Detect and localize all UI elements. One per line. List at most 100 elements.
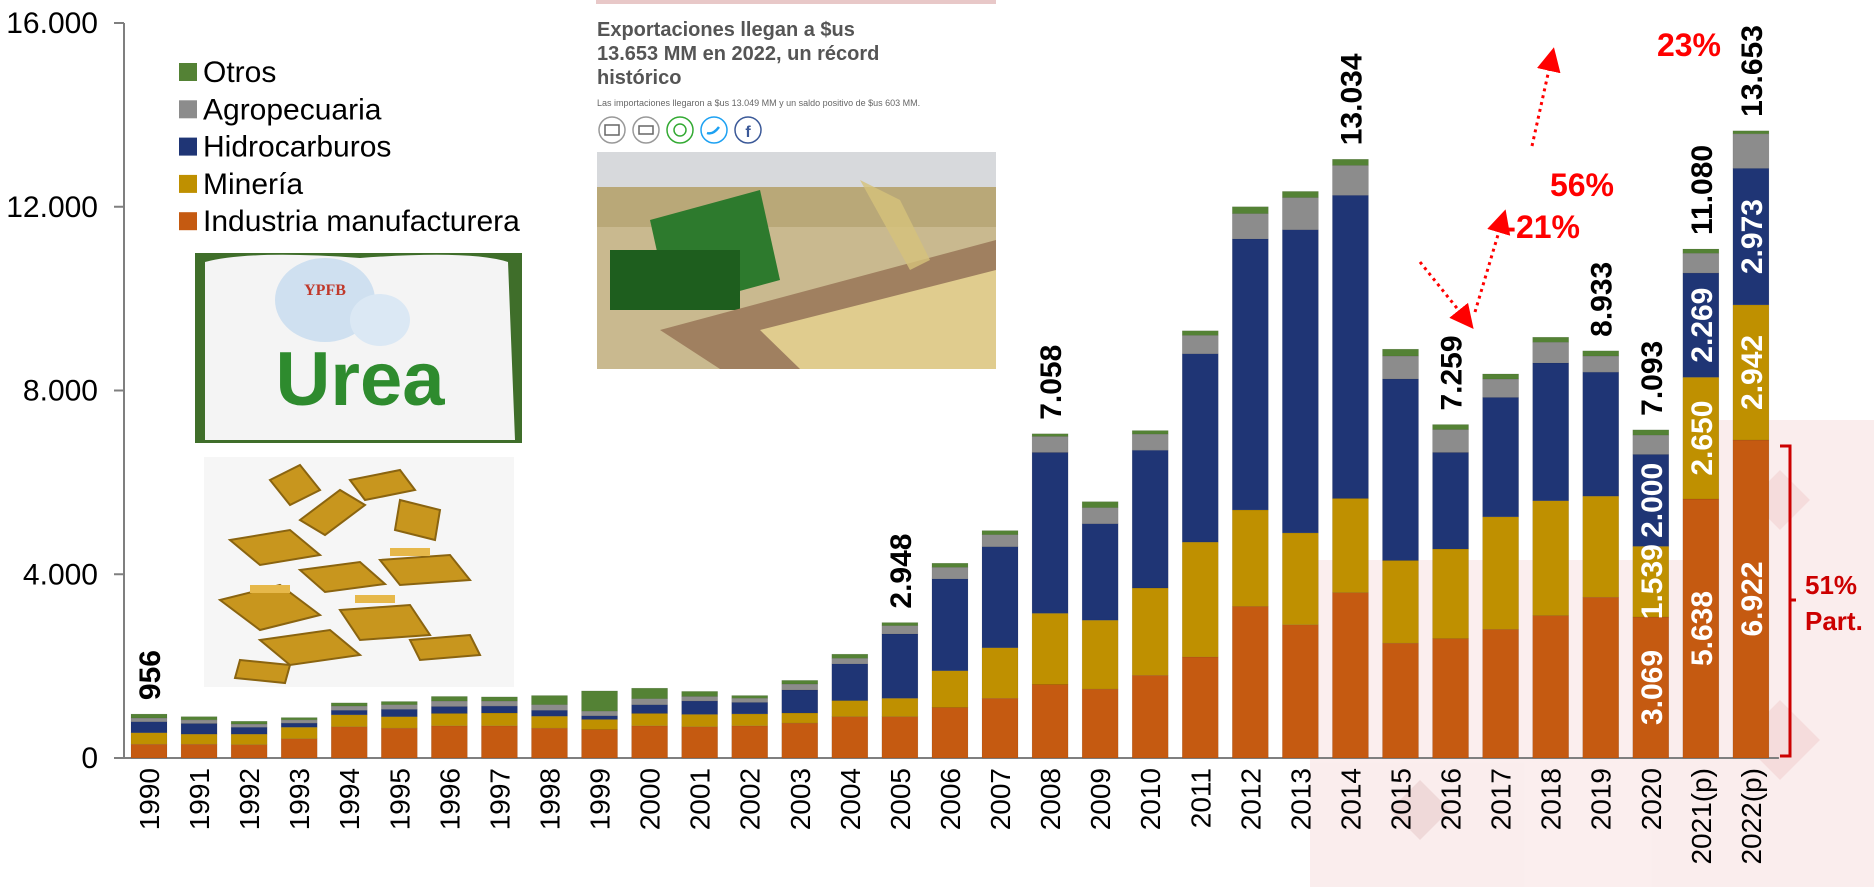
bar-segment [1432,452,1469,550]
bar-segment [681,696,718,702]
x-tick-label: 2003 [785,768,816,830]
total-label: 11.080 [1686,145,1719,235]
bar-segment [1582,596,1619,759]
bar-segment [981,534,1019,547]
x-tick-label: 2013 [1285,768,1316,830]
bar-segment [981,530,1019,535]
bar-segment [781,683,819,691]
bar-segment [180,733,218,745]
bar-segment [1332,195,1369,499]
legend-swatch [179,63,197,81]
growth-arrow [1530,47,1561,147]
bar-segment [1182,541,1219,658]
bar-segment [1732,439,1770,759]
x-tick-label: 2008 [1035,768,1066,830]
total-label: 13.653 [1736,25,1769,117]
bar-segment [531,715,568,729]
bar-segment [230,733,268,745]
bar-segment [581,719,618,730]
legend-label: Agropecuaria [203,93,382,126]
y-tick-label: 12.000 [6,191,98,224]
bar-segment [1532,615,1569,759]
bar-segment [881,622,919,626]
bar-segment [1081,523,1119,621]
bar-segment [681,726,718,759]
bar-segment [1632,546,1670,618]
facebook-icon[interactable]: f [734,116,762,144]
x-tick-label: 1995 [384,768,415,830]
x-tick-label: 1998 [534,768,565,830]
bar-segment [1182,330,1219,336]
bar-segment [1382,348,1419,357]
bar-segment [1432,424,1469,430]
bar-segment [1432,548,1469,639]
bar-segment [431,700,468,707]
bar-segment [831,658,869,665]
bar-segment [280,726,318,739]
legend-label: Hidrocarburos [203,131,391,164]
x-tick-label: 2007 [985,768,1016,830]
bar-segment [531,727,568,759]
y-tick-label: 16.000 [6,7,98,40]
bar-segment [130,743,168,759]
bar-segment [931,562,969,568]
bar-segment [1382,355,1419,380]
x-tick-label: 2021(p) [1686,768,1717,865]
ypfb-logo-text: YPFB [304,282,346,299]
bar-segment [1131,430,1169,435]
data-labels: 956 2.948 7.058 13.034 7.259 8.933 7.093 11.080… [134,25,1769,725]
x-tick-label: 2015 [1386,768,1417,830]
bar-segment [731,695,768,699]
bar-segment [330,709,368,716]
bar-segment [1682,253,1720,274]
bar-segment [831,716,869,759]
urea-bag-image: YPFB Urea [195,253,522,443]
bar-segment [1031,452,1069,614]
harvest-photo [597,152,996,369]
bar-segment [1031,436,1069,453]
bar-segment [381,704,418,710]
x-tick-label: 1992 [234,768,265,830]
x-tick-label: 2014 [1335,768,1366,830]
bar-segment [180,723,218,735]
bar-segment [1232,606,1269,759]
bar-segment [1582,495,1619,598]
whatsapp-icon[interactable] [666,116,694,144]
bar-segment [1482,629,1519,759]
segment-label: 1.539 [1636,544,1669,619]
legend: Otros Agropecuaria Hidrocarburos Minería Ind… [179,56,520,238]
bar-segment [1182,335,1219,354]
segment-label: 2.973 [1736,199,1769,274]
bar-segment [481,700,518,707]
bar-segment [781,680,819,685]
bar-segment [1332,165,1369,196]
print-icon[interactable] [632,116,660,144]
bar-segment [981,647,1019,699]
bar-segment [431,725,468,759]
twitter-icon[interactable] [700,116,728,144]
bar-segment [1282,197,1319,230]
bar-segment [631,687,668,699]
x-tick-label: 1994 [334,768,365,830]
bar-segment [1182,656,1219,759]
legend-swatch [179,174,197,193]
bar-segment [731,725,768,759]
email-icon[interactable] [598,116,626,144]
x-tick-label: 2010 [1135,768,1166,830]
bar-segment [1582,350,1619,357]
bar-segment [381,727,418,759]
bar-segment [1131,433,1169,451]
bar-segment [1582,371,1619,497]
segment-label: 6.922 [1736,561,1769,636]
total-label: 13.034 [1335,53,1368,145]
x-tick-label: 1990 [134,768,165,830]
x-tick-label: 2019 [1586,768,1617,830]
bar-segment [531,704,568,711]
bar-segment [230,723,268,728]
news-subtitle: Las importaciones llegaron a $us 13.049 … [597,98,920,108]
total-label: 2.948 [885,533,918,608]
bar-segment [881,716,919,759]
bar-segment [1732,168,1770,306]
bar-segment [130,732,168,745]
bar-segment [1682,248,1720,254]
